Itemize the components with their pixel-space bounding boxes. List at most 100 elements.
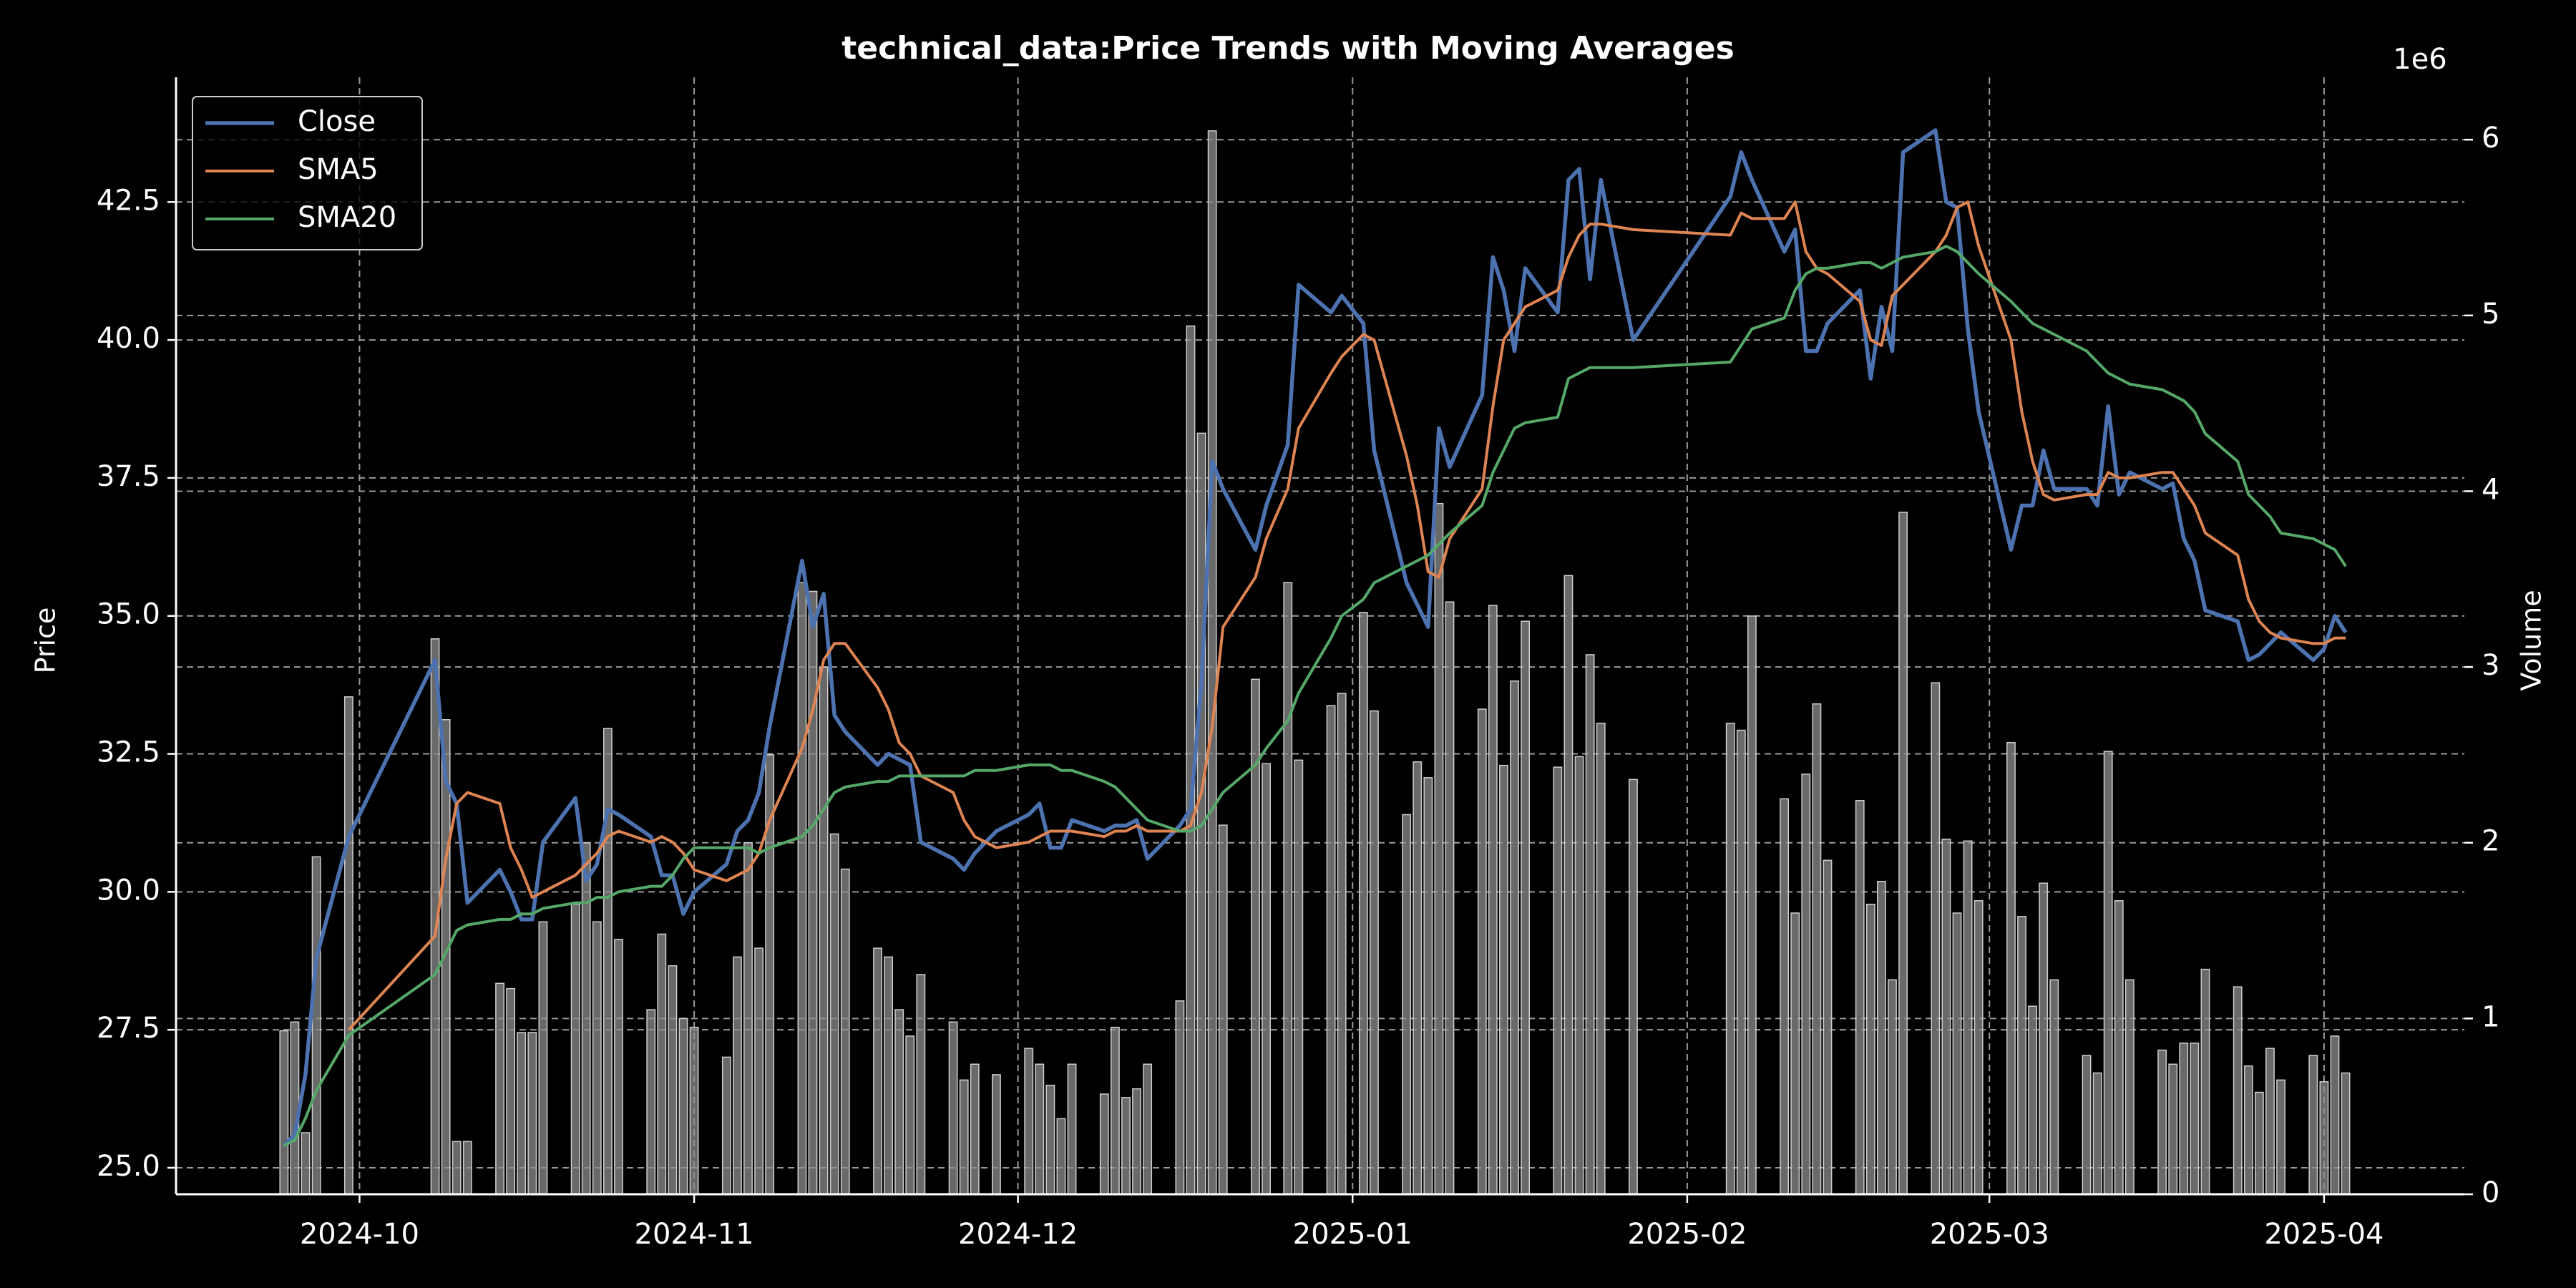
y2-tick-label: 1 <box>2482 1000 2499 1033</box>
y2-offset-label: 1e6 <box>2393 43 2447 76</box>
y-tick-label: 42.5 <box>97 184 160 217</box>
y2-tick-label: 5 <box>2482 298 2499 331</box>
volume-bar <box>1596 722 1606 1195</box>
volume-bar <box>570 903 580 1195</box>
y2-tick-label: 6 <box>2482 122 2499 155</box>
volume-bar <box>1121 1097 1131 1195</box>
volume-bar <box>1207 130 1217 1195</box>
volume-bar <box>1099 1093 1109 1195</box>
volume-bar <box>1413 761 1423 1195</box>
volume-bar <box>1402 814 1412 1195</box>
x-tick-label: 2024-12 <box>958 1218 1078 1251</box>
volume-bar <box>1747 615 1757 1195</box>
volume-bar <box>1477 708 1487 1195</box>
volume-bar <box>829 833 839 1195</box>
y-tick-label: 30.0 <box>97 874 160 907</box>
volume-bar <box>1780 798 1790 1195</box>
volume-bar <box>2265 1048 2275 1195</box>
volume-bar <box>808 590 818 1195</box>
price-line <box>347 200 2346 1031</box>
y-tick-label: 40.0 <box>97 322 160 355</box>
volume-bar <box>819 666 829 1195</box>
volume-bar <box>1499 764 1508 1195</box>
volume-bar <box>1175 1000 1185 1195</box>
price-line <box>283 245 2347 1147</box>
x-tick-label: 2024-11 <box>635 1218 754 1251</box>
volume-bar <box>948 1021 958 1195</box>
volume-bar <box>1132 1088 1141 1195</box>
volume-bar <box>517 1032 527 1195</box>
volume-bar <box>2006 741 2016 1195</box>
volume-bar <box>1812 703 1822 1195</box>
volume-bar <box>2179 1043 2189 1195</box>
volume-bar <box>1337 693 1347 1195</box>
volume-bar <box>2319 1081 2329 1195</box>
legend-label: SMA5 <box>298 153 379 186</box>
volume-bar <box>2330 1035 2340 1195</box>
volume-bar <box>1035 1063 1045 1195</box>
volume-bar <box>2028 1005 2038 1195</box>
volume-bar <box>1574 756 1584 1195</box>
volume-bar <box>1067 1063 1077 1195</box>
volume-bar <box>343 696 353 1195</box>
volume-bar <box>1196 432 1206 1195</box>
volume-bar <box>1294 759 1304 1195</box>
volume-bar <box>2049 979 2059 1195</box>
volume-bar <box>311 856 321 1195</box>
volume-bar <box>279 1030 289 1195</box>
volume-bar <box>689 1026 699 1195</box>
volume-bar <box>2124 979 2135 1195</box>
volume-bar <box>2039 882 2049 1195</box>
volume-bar <box>506 987 516 1195</box>
volume-bar <box>992 1074 1001 1195</box>
volume-bar <box>840 868 850 1195</box>
volume-bar <box>1045 1084 1055 1195</box>
x-tick-label: 2025-02 <box>1627 1218 1747 1251</box>
volume-bar <box>1326 705 1336 1195</box>
x-tick-label: 2025-04 <box>2264 1218 2384 1251</box>
volume-bar <box>1143 1063 1153 1195</box>
volume-bar <box>1218 824 1228 1195</box>
volume-bar <box>905 1035 915 1195</box>
volume-bar <box>1898 512 1908 1195</box>
x-tick-label: 2025-01 <box>1293 1218 1413 1251</box>
volume-bar <box>2254 1091 2264 1195</box>
y-tick-label: 37.5 <box>97 460 160 493</box>
volume-bar <box>1725 722 1735 1195</box>
volume-bar <box>1974 900 1984 1195</box>
volume-bar <box>2233 986 2243 1195</box>
x-tick-label: 2025-03 <box>1930 1218 2049 1251</box>
volume-bar <box>614 939 623 1195</box>
volume-bar <box>1521 620 1531 1195</box>
volume-bar <box>1251 678 1260 1195</box>
volume-bar <box>797 582 807 1195</box>
volume-bar <box>1024 1048 1034 1195</box>
volume-bar <box>2103 751 2113 1195</box>
volume-bar <box>1553 766 1563 1195</box>
volume-bar <box>916 974 926 1195</box>
volume-bar <box>462 1141 472 1195</box>
volume-bar <box>2092 1072 2102 1195</box>
y2-axis-label: Volume <box>2516 590 2547 691</box>
volume-bar <box>2308 1055 2318 1195</box>
y2-tick-label: 2 <box>2482 825 2499 858</box>
chart-title: technical_data:Price Trends with Moving … <box>841 30 1735 67</box>
volume-bar <box>581 841 591 1195</box>
volume-bar <box>894 1009 904 1195</box>
volume-bar <box>1434 502 1444 1195</box>
volume-bar <box>2082 1055 2092 1195</box>
volume-bar <box>884 956 894 1195</box>
volume-bar <box>743 841 753 1195</box>
volume-bar <box>2157 1049 2167 1195</box>
volume-bar <box>301 1132 311 1195</box>
volume-bar <box>538 921 548 1195</box>
y-tick-label: 35.0 <box>97 598 160 631</box>
y-tick-label: 32.5 <box>97 736 160 769</box>
volume-bar <box>495 982 504 1195</box>
volume-bar <box>970 1063 980 1195</box>
volume-bar <box>452 1141 462 1195</box>
volume-bar <box>1801 774 1811 1195</box>
y-tick-label: 27.5 <box>97 1012 160 1045</box>
y2-tick-label: 4 <box>2482 473 2499 506</box>
